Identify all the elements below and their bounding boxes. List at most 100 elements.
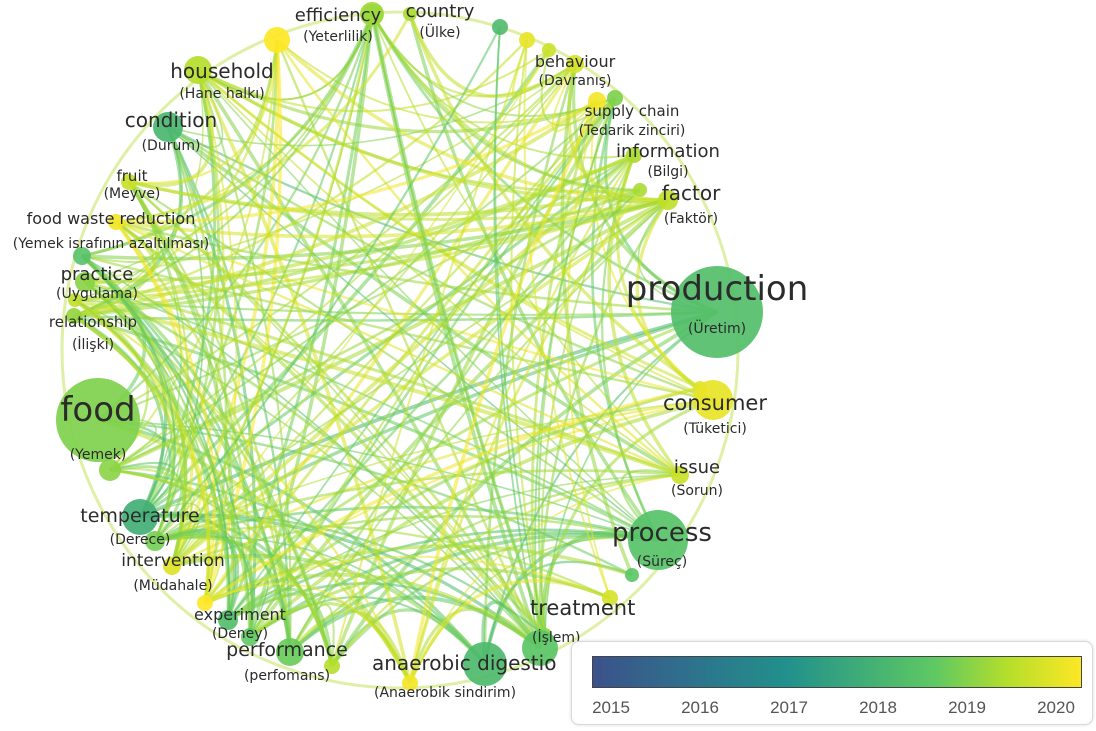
node-sublabel-efficiency: (Yeterlilik) (303, 29, 373, 45)
network-node-minor[interactable] (197, 595, 213, 611)
node-label-fruit: fruit (116, 167, 147, 185)
node-label-practice: practice (61, 264, 134, 285)
node-label-behaviour: behaviour (535, 52, 616, 71)
edge (227, 189, 641, 621)
network-node-anaerobic[interactable] (463, 642, 507, 686)
network-node-efficiency[interactable] (264, 27, 290, 53)
node-label-fwr: food waste reduction (27, 209, 196, 228)
network-node-minor[interactable] (68, 293, 82, 307)
node-label-relationship: relationship (49, 313, 137, 331)
network-node-issue[interactable] (671, 466, 689, 484)
network-node-minor[interactable] (519, 32, 535, 48)
network-node-experiment[interactable] (218, 610, 238, 630)
edge (81, 221, 154, 264)
network-node-behaviour[interactable] (566, 55, 584, 73)
edge (607, 154, 682, 477)
network-node-minor[interactable] (602, 590, 618, 606)
edge (289, 473, 681, 653)
network-node-treatment[interactable] (522, 630, 558, 666)
network-node-country[interactable] (360, 2, 384, 26)
network-node-minor[interactable] (625, 568, 639, 582)
network-node-minor[interactable] (542, 43, 556, 57)
network-node-minor[interactable] (73, 247, 91, 265)
node-sublabel-fwr: (Yemek israfının azaltılması) (13, 236, 210, 252)
node-label-temperature: temperature (80, 505, 199, 527)
node-sublabel-household: (Hane halkı) (179, 86, 264, 102)
network-node-intervention[interactable] (163, 557, 181, 575)
edge (154, 531, 256, 638)
node-sublabel-intervention: (Müdahale) (133, 578, 212, 594)
edge (197, 49, 550, 113)
edge (154, 524, 611, 599)
network-node-supplychain[interactable] (607, 90, 623, 106)
edge (171, 49, 550, 567)
network-node-temperature[interactable] (122, 499, 158, 535)
node-sublabel-process: (Süreç) (637, 554, 687, 570)
edge (408, 189, 642, 684)
edge (204, 555, 611, 604)
year-legend: 2015 2016 2017 2018 2019 2020 (571, 641, 1093, 725)
network-node-production[interactable] (671, 266, 763, 358)
edge (204, 544, 633, 605)
node-label-condition: condition (125, 108, 217, 132)
edge (203, 39, 283, 604)
node-sublabel-production: (Üretim) (688, 319, 746, 337)
network-node-household[interactable] (184, 56, 212, 84)
node-sublabel-fruit: (Meyve) (104, 186, 161, 202)
edge (109, 468, 334, 667)
node-sublabel-anaerobic: (Anaerobik sindirim) (374, 685, 516, 701)
network-node-relationship[interactable] (66, 308, 82, 324)
network-node-consumer[interactable] (693, 380, 733, 420)
edge (109, 97, 616, 471)
legend-tick: 2015 (592, 698, 630, 717)
label-layer: production (Üretim) food (Yemek) process (Sür… (13, 1, 809, 701)
network-node-fwr[interactable] (108, 214, 124, 230)
edge (128, 39, 279, 185)
network-node-minor[interactable] (324, 658, 340, 674)
edge (275, 39, 681, 476)
edge (370, 13, 718, 314)
edge (74, 299, 412, 684)
network-node-process[interactable] (628, 510, 688, 570)
node-sublabel-factor: (Faktör) (664, 211, 718, 227)
network-node-minor[interactable] (492, 19, 508, 35)
year-color-scale (592, 656, 1082, 688)
node-label-issue: issue (674, 457, 720, 478)
network-node-fruit[interactable] (121, 174, 137, 190)
network-node-minor[interactable] (588, 92, 606, 110)
network-node-minor[interactable] (241, 628, 259, 646)
network-node-performance[interactable] (276, 638, 304, 666)
network-node-condition[interactable] (153, 112, 183, 142)
network-node-minor[interactable] (633, 183, 647, 197)
edge (154, 199, 669, 542)
edge-layer (60, 10, 740, 690)
network-node-minor[interactable] (403, 7, 417, 21)
node-label-factor: factor (662, 181, 721, 205)
edge (84, 63, 576, 283)
node-label-food: food (60, 390, 135, 430)
node-label-consumer: consumer (663, 391, 767, 415)
edge (128, 69, 214, 187)
edge (128, 181, 189, 542)
legend-tick: 2018 (859, 698, 897, 717)
network-node-information[interactable] (626, 147, 642, 163)
network-node-factor[interactable] (658, 190, 678, 210)
edge (80, 254, 334, 667)
network-node-minor[interactable] (99, 459, 121, 481)
edge (73, 99, 599, 318)
legend-tick: 2016 (681, 698, 719, 717)
network-node-food[interactable] (56, 378, 140, 462)
node-sublabel-country: (Ülke) (419, 23, 460, 41)
network-node-practice[interactable] (75, 272, 95, 292)
network-node-minor[interactable] (145, 531, 165, 551)
edge (114, 220, 216, 604)
edge (74, 298, 681, 477)
edge (74, 298, 175, 542)
edge (408, 100, 599, 684)
network-node-minor[interactable] (402, 675, 418, 691)
edge (109, 465, 184, 542)
legend-tick: 2017 (770, 698, 808, 717)
edge (331, 39, 528, 667)
legend-tick: 2020 (1037, 698, 1075, 717)
